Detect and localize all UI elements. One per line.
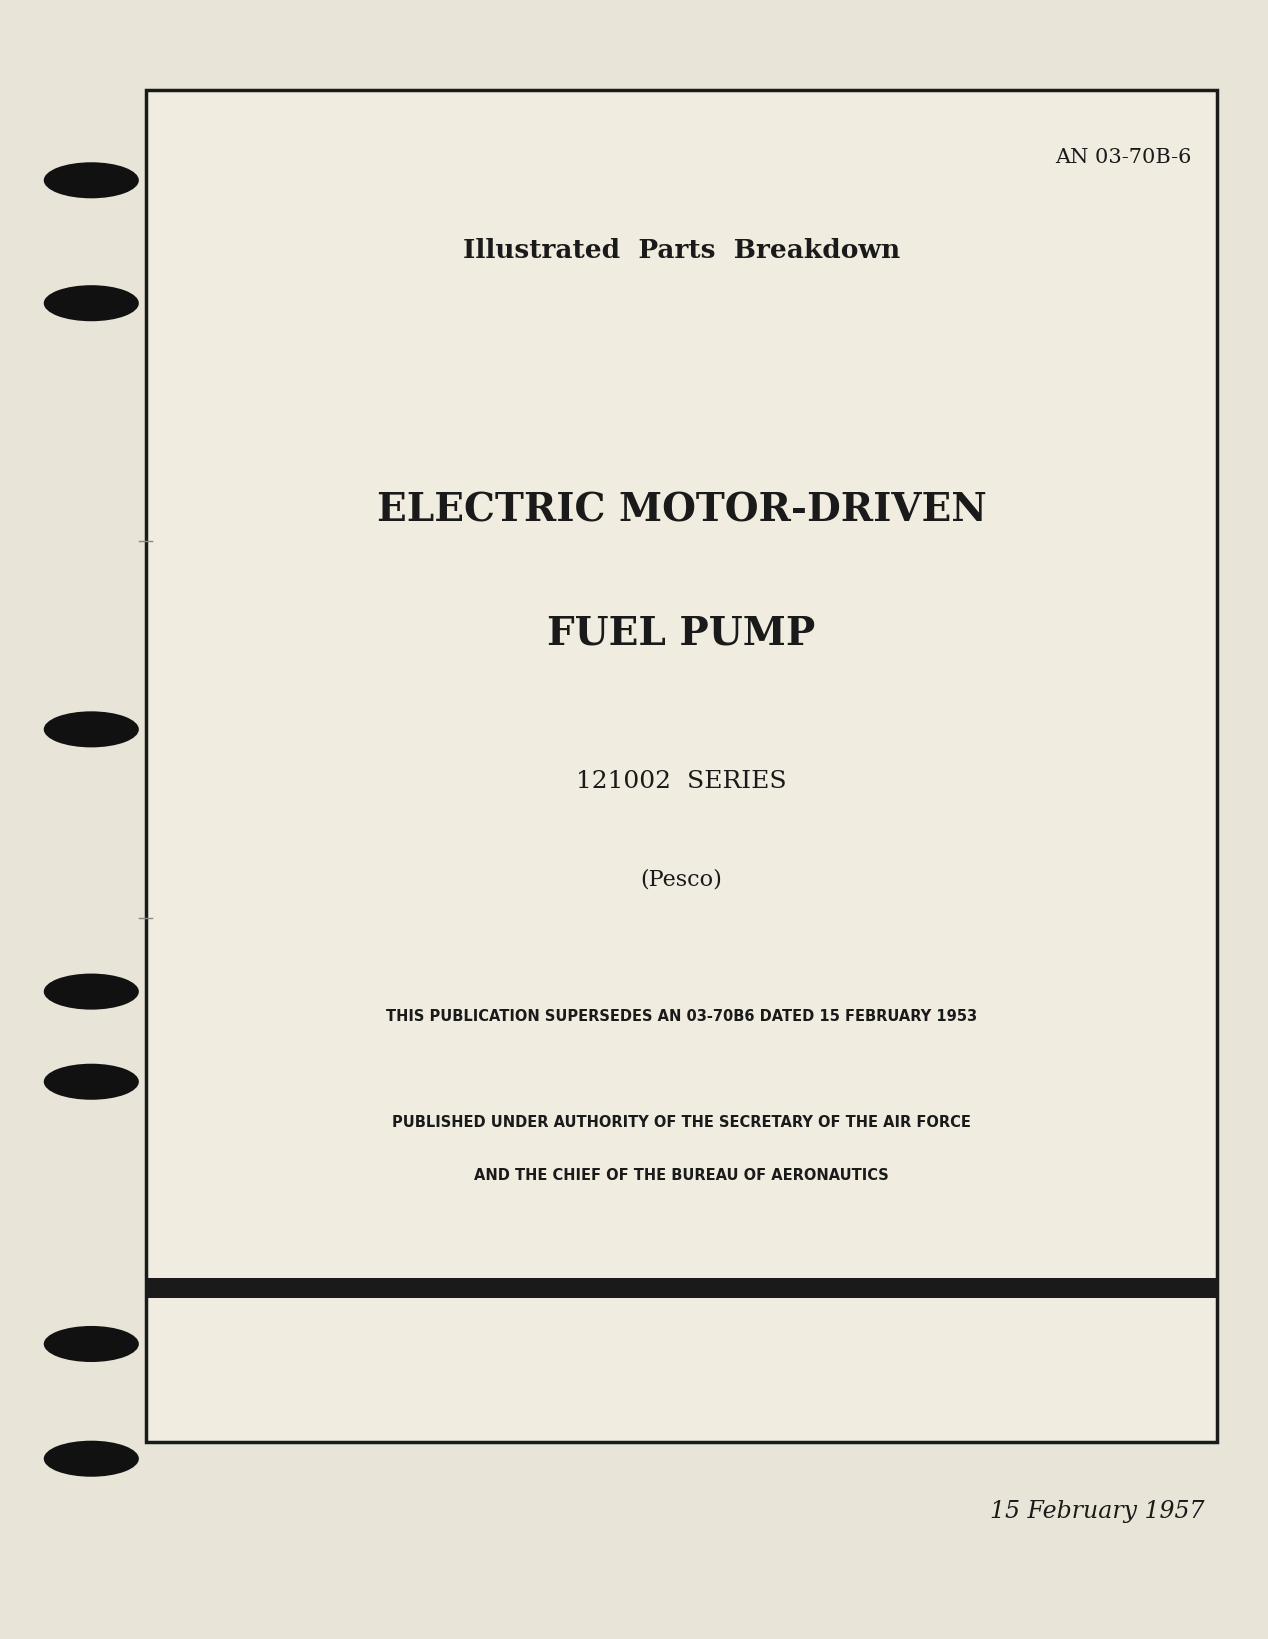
Text: ELECTRIC MOTOR-DRIVEN: ELECTRIC MOTOR-DRIVEN bbox=[377, 492, 987, 529]
Text: AND THE CHIEF OF THE BUREAU OF AERONAUTICS: AND THE CHIEF OF THE BUREAU OF AERONAUTI… bbox=[474, 1167, 889, 1183]
Text: (Pesco): (Pesco) bbox=[640, 869, 723, 890]
Bar bbox=[146, 1278, 1217, 1298]
Ellipse shape bbox=[43, 285, 139, 321]
FancyBboxPatch shape bbox=[146, 90, 1217, 1442]
Ellipse shape bbox=[43, 711, 139, 747]
Ellipse shape bbox=[43, 1064, 139, 1100]
Text: 121002  SERIES: 121002 SERIES bbox=[576, 770, 787, 793]
Text: AN 03-70B-6: AN 03-70B-6 bbox=[1055, 148, 1192, 167]
Ellipse shape bbox=[43, 974, 139, 1010]
Ellipse shape bbox=[43, 1326, 139, 1362]
Text: FUEL PUMP: FUEL PUMP bbox=[548, 615, 815, 652]
Text: Illustrated  Parts  Breakdown: Illustrated Parts Breakdown bbox=[463, 238, 900, 262]
Text: 15 February 1957: 15 February 1957 bbox=[990, 1500, 1205, 1523]
Ellipse shape bbox=[43, 162, 139, 198]
Ellipse shape bbox=[43, 1441, 139, 1477]
Text: THIS PUBLICATION SUPERSEDES AN 03-70B6 DATED 15 FEBRUARY 1953: THIS PUBLICATION SUPERSEDES AN 03-70B6 D… bbox=[385, 1008, 978, 1024]
Text: PUBLISHED UNDER AUTHORITY OF THE SECRETARY OF THE AIR FORCE: PUBLISHED UNDER AUTHORITY OF THE SECRETA… bbox=[392, 1115, 971, 1131]
